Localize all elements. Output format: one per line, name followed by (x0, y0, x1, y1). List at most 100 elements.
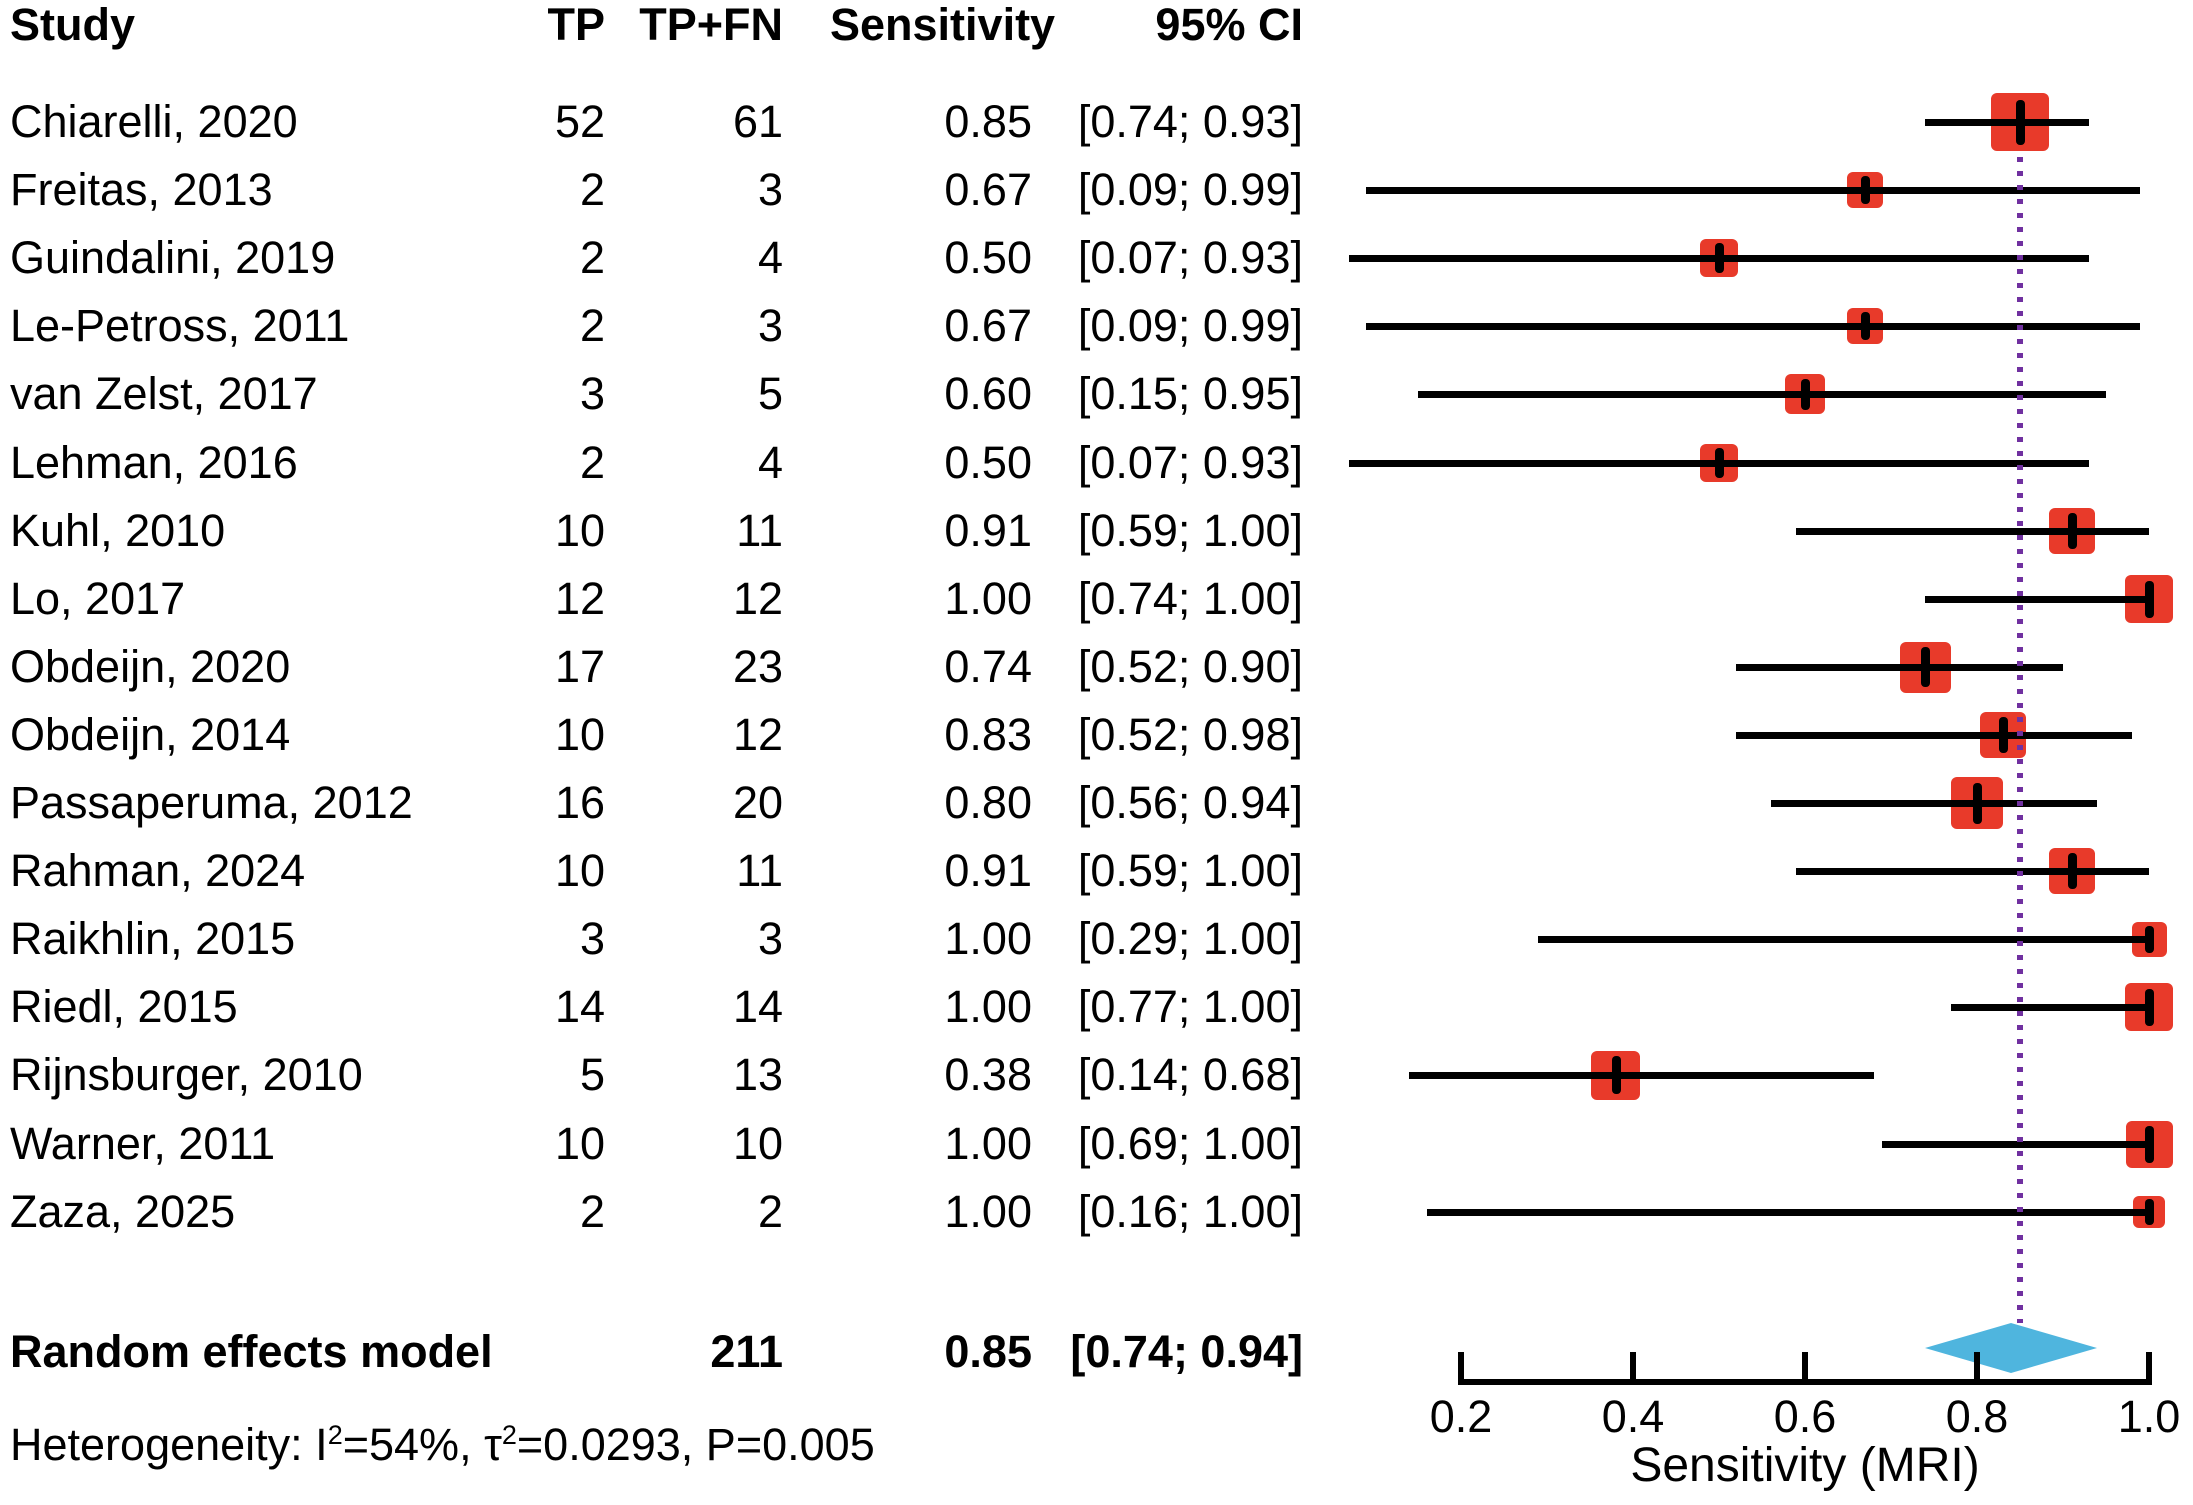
study-row: Zaza, 2025 2 2 1.00 [0.16; 1.00] (0, 1178, 1330, 1246)
study-name: Obdeijn, 2020 (10, 641, 291, 692)
tp-value: 2 (579, 437, 605, 488)
tp-value: 17 (554, 641, 605, 692)
estimate-tick (1715, 243, 1724, 273)
ci-line (1796, 528, 2149, 535)
sensitivity-value: 0.91 (944, 505, 1032, 556)
study-row: Kuhl, 2010 10 11 0.91 [0.59; 1.00] (0, 497, 1330, 565)
axis-tick-label: 1.0 (2117, 1391, 2181, 1442)
sensitivity-value: 1.00 (944, 913, 1032, 964)
sensitivity-value: 1.00 (944, 981, 1032, 1032)
sensitivity-value: 1.00 (944, 1118, 1032, 1169)
estimate-tick (2145, 1126, 2154, 1163)
study-name: Le-Petross, 2011 (10, 300, 350, 351)
tp-value: 16 (554, 777, 605, 828)
axis-tick-mark (1802, 1352, 1808, 1380)
estimate-tick (2016, 100, 2025, 145)
axis-tick-label: 0.8 (1945, 1391, 2009, 1442)
study-name: Lo, 2017 (10, 573, 186, 624)
study-row: Rahman, 2024 10 11 0.91 [0.59; 1.00] (0, 837, 1330, 905)
summary-diamond (1925, 1323, 2097, 1373)
study-name: Rijnsburger, 2010 (10, 1049, 363, 1100)
study-row: Lo, 2017 12 12 1.00 [0.74; 1.00] (0, 565, 1330, 633)
estimate-tick (2145, 926, 2154, 953)
header-study: Study (10, 0, 136, 50)
header-sensitivity: Sensitivity (830, 0, 1056, 50)
ci-line (1736, 732, 2132, 739)
x-axis-title: Sensitivity (MRI) (1630, 1439, 1980, 1492)
estimate-tick (1999, 717, 2008, 753)
tp-fn-value: 13 (732, 1049, 783, 1100)
tp-value: 10 (554, 709, 605, 760)
ci-line (1925, 596, 2149, 603)
ci-value: [0.59; 1.00] (1077, 505, 1303, 556)
axis-tick-mark (2146, 1352, 2152, 1380)
study-name: Passaperuma, 2012 (10, 777, 413, 828)
ci-value: [0.07; 0.93] (1077, 232, 1303, 283)
ci-value: [0.59; 1.00] (1077, 845, 1303, 896)
ci-line (1427, 1209, 2149, 1216)
study-row: Riedl, 2015 14 14 1.00 [0.77; 1.00] (0, 973, 1330, 1041)
tp-value: 10 (554, 505, 605, 556)
study-name: Raikhlin, 2015 (10, 913, 296, 964)
sensitivity-value: 0.38 (944, 1049, 1032, 1100)
study-name: Lehman, 2016 (10, 437, 298, 488)
sensitivity-value: 0.67 (944, 300, 1032, 351)
study-name: Guindalini, 2019 (10, 232, 336, 283)
tp-fn-value: 3 (757, 300, 783, 351)
axis-tick-mark (1630, 1352, 1636, 1380)
sensitivity-value: 0.67 (944, 164, 1032, 215)
sensitivity-value: 0.85 (944, 96, 1032, 147)
heterogeneity-text: =54%, τ (342, 1419, 502, 1470)
tp-value: 5 (579, 1049, 605, 1100)
estimate-tick (1801, 379, 1810, 410)
tp-value: 14 (554, 981, 605, 1032)
study-row: Passaperuma, 2012 16 20 0.80 [0.56; 0.94] (0, 769, 1330, 837)
sensitivity-value: 1.00 (944, 573, 1032, 624)
estimate-tick (2068, 853, 2077, 889)
ci-value: [0.52; 0.90] (1077, 641, 1303, 692)
tp-value: 2 (579, 232, 605, 283)
sensitivity-value: 0.50 (944, 232, 1032, 283)
study-name: van Zelst, 2017 (10, 368, 318, 419)
ci-line (1736, 664, 2063, 671)
study-row: Guindalini, 2019 2 4 0.50 [0.07; 0.93] (0, 224, 1330, 292)
tp-fn-value: 3 (757, 913, 783, 964)
sensitivity-value: 0.74 (944, 641, 1032, 692)
study-name: Kuhl, 2010 (10, 505, 226, 556)
header-ci: 95% CI (1155, 0, 1303, 50)
axis-tick-mark (1974, 1352, 1980, 1380)
study-name: Zaza, 2025 (10, 1186, 236, 1237)
tp-fn-value: 2 (757, 1186, 783, 1237)
tp-fn-value: 10 (732, 1118, 783, 1169)
heterogeneity-text: Heterogeneity: I (10, 1419, 328, 1470)
study-row: Chiarelli, 2020 52 61 0.85 [0.74; 0.93] (0, 88, 1330, 156)
superscript: 2 (327, 1420, 343, 1450)
ci-value: [0.74; 0.93] (1077, 96, 1303, 147)
axis-tick-label: 0.2 (1429, 1391, 1493, 1442)
superscript: 2 (501, 1420, 517, 1450)
ci-value: [0.52; 0.98] (1077, 709, 1303, 760)
tp-fn-value: 11 (736, 845, 783, 896)
ci-line (1409, 1072, 1874, 1079)
tp-fn-value: 11 (736, 505, 783, 556)
x-axis-line (1458, 1379, 2152, 1385)
study-row: Raikhlin, 2015 3 3 1.00 [0.29; 1.00] (0, 905, 1330, 973)
sensitivity-value: 1.00 (944, 1186, 1032, 1237)
tp-fn-value: 23 (732, 641, 783, 692)
tp-fn-value: 20 (732, 777, 783, 828)
tp-value: 2 (579, 300, 605, 351)
summary-tp-fn: 211 (710, 1326, 783, 1377)
study-row: Lehman, 2016 2 4 0.50 [0.07; 0.93] (0, 429, 1330, 497)
estimate-tick (1861, 176, 1870, 204)
sensitivity-value: 0.60 (944, 368, 1032, 419)
tp-fn-value: 4 (757, 232, 783, 283)
tp-fn-value: 12 (732, 709, 783, 760)
estimate-tick (1612, 1056, 1621, 1094)
header-tp-fn: TP+FN (639, 0, 783, 50)
study-name: Riedl, 2015 (10, 981, 238, 1032)
tp-value: 3 (579, 913, 605, 964)
heterogeneity-text: =0.0293, P=0.005 (516, 1419, 875, 1470)
ci-value: [0.16; 1.00] (1077, 1186, 1303, 1237)
tp-value: 12 (554, 573, 605, 624)
